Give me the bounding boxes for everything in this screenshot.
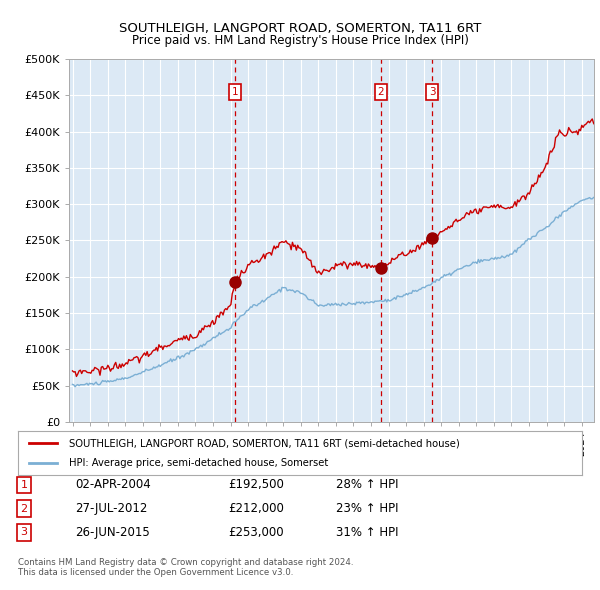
Text: 23% ↑ HPI: 23% ↑ HPI xyxy=(336,502,398,515)
Text: HPI: Average price, semi-detached house, Somerset: HPI: Average price, semi-detached house,… xyxy=(69,458,328,467)
Text: 2: 2 xyxy=(20,504,28,513)
Text: 28% ↑ HPI: 28% ↑ HPI xyxy=(336,478,398,491)
Text: 27-JUL-2012: 27-JUL-2012 xyxy=(75,502,148,515)
Text: Price paid vs. HM Land Registry's House Price Index (HPI): Price paid vs. HM Land Registry's House … xyxy=(131,34,469,47)
Text: 1: 1 xyxy=(20,480,28,490)
Text: £192,500: £192,500 xyxy=(228,478,284,491)
Text: SOUTHLEIGH, LANGPORT ROAD, SOMERTON, TA11 6RT: SOUTHLEIGH, LANGPORT ROAD, SOMERTON, TA1… xyxy=(119,22,481,35)
Text: 31% ↑ HPI: 31% ↑ HPI xyxy=(336,526,398,539)
Text: £212,000: £212,000 xyxy=(228,502,284,515)
Text: 2: 2 xyxy=(378,87,385,97)
Text: 3: 3 xyxy=(429,87,436,97)
Text: 1: 1 xyxy=(232,87,238,97)
Text: SOUTHLEIGH, LANGPORT ROAD, SOMERTON, TA11 6RT (semi-detached house): SOUTHLEIGH, LANGPORT ROAD, SOMERTON, TA1… xyxy=(69,438,460,448)
Text: Contains HM Land Registry data © Crown copyright and database right 2024.
This d: Contains HM Land Registry data © Crown c… xyxy=(18,558,353,577)
Text: £253,000: £253,000 xyxy=(228,526,284,539)
Text: 26-JUN-2015: 26-JUN-2015 xyxy=(75,526,150,539)
Text: 02-APR-2004: 02-APR-2004 xyxy=(75,478,151,491)
Text: 3: 3 xyxy=(20,527,28,537)
